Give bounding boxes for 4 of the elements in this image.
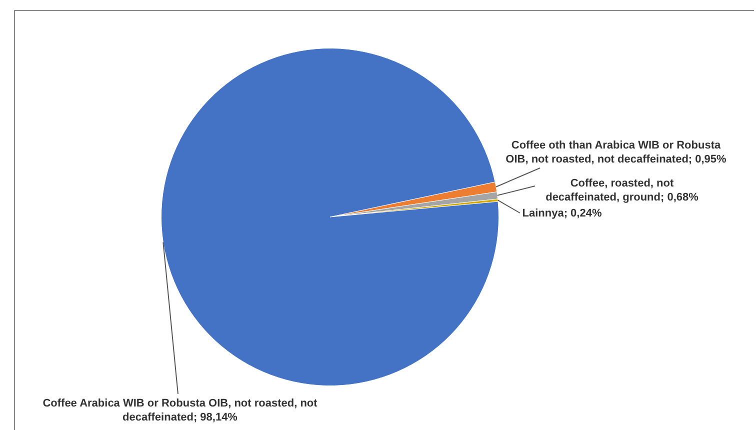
slice-label: Coffee oth than Arabica WIB or Robusta OIB, not roasted, not decaffeinated; 0,95% — [506, 140, 727, 166]
slice-label: Lainnya; 0,24% — [522, 208, 602, 220]
slice-label: Coffee, roasted, not decaffeinated, ground; 0,68% — [546, 178, 699, 204]
slice-label: Coffee Arabica WIB or Robusta OIB, not roasted, not decaffeinated; 98,14% — [42, 398, 318, 424]
